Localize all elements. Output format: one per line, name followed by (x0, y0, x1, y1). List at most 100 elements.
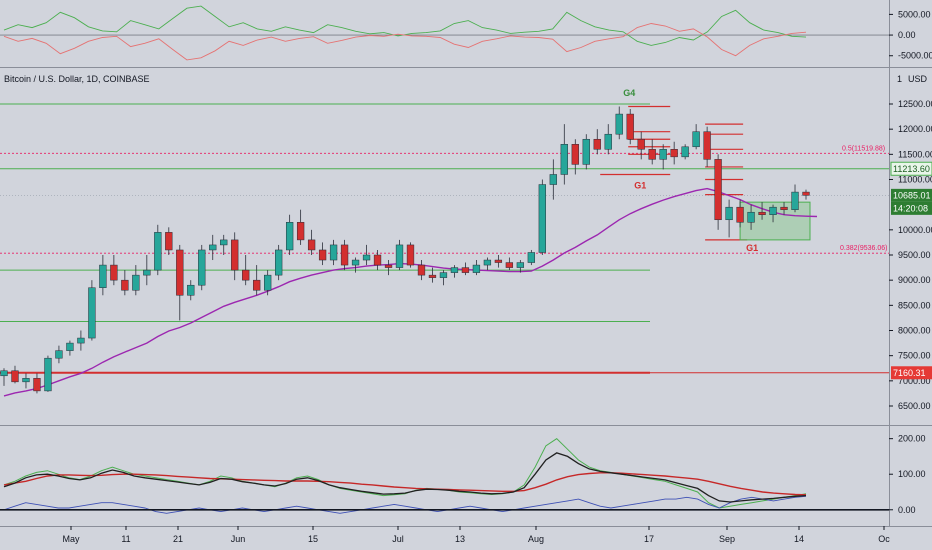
candle[interactable] (318, 242, 327, 266)
candle[interactable] (582, 134, 590, 170)
candle[interactable] (307, 229, 316, 255)
candle[interactable] (209, 234, 217, 261)
candle[interactable] (44, 355, 52, 392)
candle[interactable] (242, 255, 250, 286)
candle[interactable] (560, 124, 568, 185)
candle[interactable] (395, 239, 404, 271)
candle[interactable] (77, 330, 85, 351)
candle[interactable] (758, 202, 766, 220)
candle[interactable] (571, 139, 579, 175)
candle-body (582, 138, 590, 165)
price-tick-label: 9500.00 (898, 250, 931, 260)
candle[interactable] (296, 209, 305, 245)
candle[interactable] (22, 373, 30, 389)
candle[interactable] (802, 189, 810, 200)
candle[interactable] (791, 184, 799, 213)
candle[interactable] (253, 265, 261, 296)
candle-body (725, 206, 733, 221)
candle[interactable] (351, 257, 360, 273)
candle[interactable] (0, 368, 8, 386)
candle-body (143, 269, 151, 276)
candle[interactable] (198, 244, 206, 291)
candle[interactable] (154, 224, 162, 276)
candle[interactable] (516, 260, 525, 273)
candle[interactable] (99, 255, 107, 296)
candle[interactable] (450, 265, 459, 278)
candle[interactable] (626, 109, 634, 145)
candle[interactable] (88, 280, 96, 341)
fib-label: 0.5(11519.88) (842, 145, 885, 152)
indicator-series-line-3 (3, 452, 807, 503)
candle[interactable] (472, 260, 481, 276)
candle[interactable] (604, 124, 612, 155)
candle[interactable] (681, 144, 689, 160)
candle[interactable] (329, 239, 338, 266)
time-axis[interactable]: May 11 21 Jun 15 Jul 13 Aug 17 Sep 14 Oc (62, 526, 890, 544)
candle-body (780, 206, 788, 210)
candle[interactable] (165, 227, 173, 255)
candle-body (329, 244, 338, 261)
candle-body (296, 222, 305, 241)
candle[interactable] (549, 159, 557, 200)
candle[interactable] (714, 154, 722, 230)
candle[interactable] (373, 249, 382, 271)
candle[interactable] (527, 249, 535, 266)
price-tick-label: 7500.00 (898, 351, 931, 361)
candle[interactable] (187, 280, 195, 301)
candle-body (692, 131, 700, 148)
candle[interactable] (275, 244, 283, 281)
candle[interactable] (428, 267, 437, 283)
candle[interactable] (143, 255, 151, 286)
candle[interactable] (461, 262, 470, 276)
candle-body (747, 211, 755, 223)
candle[interactable] (593, 129, 601, 155)
candle[interactable] (703, 126, 711, 167)
candle-body (626, 113, 634, 140)
candle[interactable] (264, 270, 272, 296)
candle[interactable] (33, 373, 41, 394)
candle[interactable] (494, 255, 503, 268)
candle-body (307, 239, 316, 251)
candle-body (791, 191, 799, 210)
candle[interactable] (483, 257, 492, 271)
candle[interactable] (747, 204, 755, 230)
candle[interactable] (340, 239, 349, 271)
candle[interactable] (11, 365, 19, 384)
candle[interactable] (648, 139, 656, 165)
candle[interactable] (538, 179, 546, 256)
candle-body (428, 274, 437, 278)
candle[interactable] (121, 270, 129, 296)
candle[interactable] (132, 265, 140, 296)
oscillator-tick-label: 0.00 (898, 30, 916, 40)
candle[interactable] (659, 144, 667, 170)
candle[interactable] (417, 260, 426, 281)
candle-body (494, 259, 503, 263)
candle[interactable] (692, 124, 700, 150)
candle[interactable] (725, 199, 733, 238)
candle[interactable] (176, 244, 184, 321)
candle[interactable] (769, 204, 777, 223)
candle[interactable] (406, 242, 415, 268)
candle[interactable] (66, 340, 74, 356)
price-axis-tags: 11213.60 10685.01 14:20:08 7160.31 (890, 161, 932, 380)
candle[interactable] (220, 234, 228, 255)
candle[interactable] (670, 141, 678, 165)
candle[interactable] (780, 202, 788, 215)
candle[interactable] (285, 214, 294, 255)
price-tag-box (891, 201, 932, 215)
candle[interactable] (231, 232, 239, 281)
candle[interactable] (110, 255, 118, 286)
candle[interactable] (637, 131, 645, 160)
price-tick-label: 12500.00 (898, 99, 932, 109)
candle[interactable] (55, 345, 63, 364)
candle[interactable] (736, 199, 744, 228)
candle[interactable] (439, 270, 448, 286)
candle[interactable] (384, 260, 393, 276)
candle[interactable] (362, 244, 371, 266)
candle[interactable] (505, 257, 514, 271)
wave-label-g1: G1 (634, 180, 646, 190)
candle[interactable] (615, 106, 623, 140)
candle-body (318, 249, 327, 261)
